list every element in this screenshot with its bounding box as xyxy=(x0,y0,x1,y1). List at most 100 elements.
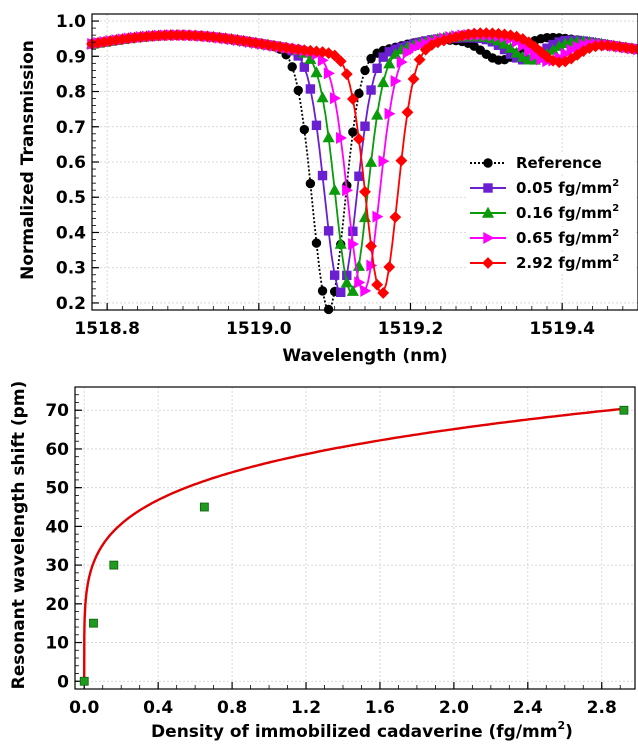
data-point xyxy=(353,133,365,145)
data-point xyxy=(328,49,341,62)
chart2-xtick-label: 0.8 xyxy=(217,698,247,718)
data-point xyxy=(299,124,310,135)
data-point xyxy=(199,502,209,512)
data-point xyxy=(504,41,517,53)
data-point xyxy=(359,185,371,198)
chart2-xtick-label: 2.0 xyxy=(439,698,469,718)
data-point xyxy=(383,261,396,273)
data-point xyxy=(299,62,310,72)
data-point xyxy=(384,107,396,120)
legend-bg xyxy=(466,202,634,224)
data-point xyxy=(372,210,384,223)
data-point xyxy=(305,84,316,94)
data-point xyxy=(89,618,98,628)
data-point xyxy=(371,278,384,291)
chart1-ytick-label: 0.3 xyxy=(56,259,86,279)
legend-bg xyxy=(466,177,634,199)
legend-label: Reference xyxy=(516,154,602,172)
data-point xyxy=(632,43,638,56)
data-point xyxy=(354,88,364,99)
chart1-curves xyxy=(85,27,638,315)
data-point xyxy=(317,286,328,296)
data-point xyxy=(109,560,119,570)
data-point xyxy=(305,178,316,189)
chart2-points xyxy=(79,405,629,686)
data-point xyxy=(342,184,354,197)
fit-curve xyxy=(83,407,625,682)
chart2-ytick-label: 30 xyxy=(45,556,69,576)
chart2-ytick-label: 0 xyxy=(57,672,69,692)
legend-label: 2.92 fg/mm2 xyxy=(516,253,619,272)
chart1-xtick-label: 1518.8 xyxy=(74,319,140,339)
data-point xyxy=(389,211,402,224)
legend-marker xyxy=(483,183,493,193)
data-point xyxy=(317,170,328,181)
data-point xyxy=(407,73,420,85)
data-point xyxy=(293,85,303,96)
data-point xyxy=(371,108,384,120)
chart1-ytick-label: 1.0 xyxy=(56,12,86,32)
chart2-ytick-label: 40 xyxy=(45,517,69,537)
data-point xyxy=(516,33,529,45)
data-point xyxy=(360,121,370,131)
legend-marker xyxy=(482,257,494,269)
data-point xyxy=(516,50,529,62)
chart1-xtick-label: 1519.0 xyxy=(226,319,292,339)
data-point xyxy=(377,76,390,88)
chart1-xtick-label: 1519.2 xyxy=(378,319,444,339)
legend-item: Reference xyxy=(466,152,634,174)
data-point xyxy=(360,65,370,76)
legend-sup: 2 xyxy=(612,253,619,264)
legend-bg xyxy=(466,152,634,174)
chart2-xtick-label: 1.2 xyxy=(291,698,321,718)
legend-sup: 2 xyxy=(612,203,619,214)
legend-value: 0.05 fg/mm xyxy=(516,179,612,197)
chart2-xlabel-main: Density of immobilized cadaverine (fg/mm xyxy=(151,722,557,742)
data-point xyxy=(317,54,329,67)
data-point xyxy=(340,68,353,81)
legend-marker xyxy=(483,231,495,245)
data-point xyxy=(395,154,408,167)
legend-value: 0.16 fg/mm xyxy=(516,204,612,222)
data-point xyxy=(336,131,347,145)
data-point xyxy=(310,66,323,78)
chart1-ytick-label: 0.8 xyxy=(56,83,86,103)
legend-item: 0.16 fg/mm2 xyxy=(466,202,634,224)
data-point xyxy=(372,63,382,74)
legend-item: 2.92 fg/mm2 xyxy=(466,252,634,274)
legend-label: 0.05 fg/mm2 xyxy=(516,178,619,197)
data-point xyxy=(414,39,426,52)
legend-bg xyxy=(466,227,634,249)
chart2-ytick-label: 70 xyxy=(45,401,69,421)
chart2-xlabel-close: ) xyxy=(565,722,573,742)
data-point xyxy=(401,106,414,119)
data-point xyxy=(346,285,359,296)
legend-sup: 2 xyxy=(612,228,619,239)
data-point xyxy=(566,43,578,56)
legend-value: 2.92 fg/mm xyxy=(516,254,612,272)
data-point xyxy=(413,53,426,66)
data-point xyxy=(287,62,297,72)
data-point xyxy=(329,92,341,105)
data-point xyxy=(323,67,335,80)
data-point xyxy=(323,226,334,236)
data-point xyxy=(572,40,584,53)
data-point xyxy=(311,120,322,131)
legend-item: 0.65 fg/mm2 xyxy=(466,227,634,249)
data-point xyxy=(340,276,353,288)
chart1-ytick-label: 0.4 xyxy=(56,223,86,243)
chart2-ytick-label: 10 xyxy=(45,634,69,654)
data-point xyxy=(383,57,396,69)
chart2-xlabel-sup: 2 xyxy=(558,719,566,732)
data-point xyxy=(366,259,378,272)
data-point xyxy=(360,284,372,297)
data-point xyxy=(348,238,360,251)
data-point xyxy=(378,52,388,62)
data-point xyxy=(528,40,541,53)
chart1-ytick-label: 0.6 xyxy=(56,153,86,173)
data-point xyxy=(366,85,376,95)
legend-item: 0.05 fg/mm2 xyxy=(466,177,634,199)
data-point xyxy=(365,240,377,252)
chart1-ytick-label: 0.7 xyxy=(56,118,86,138)
